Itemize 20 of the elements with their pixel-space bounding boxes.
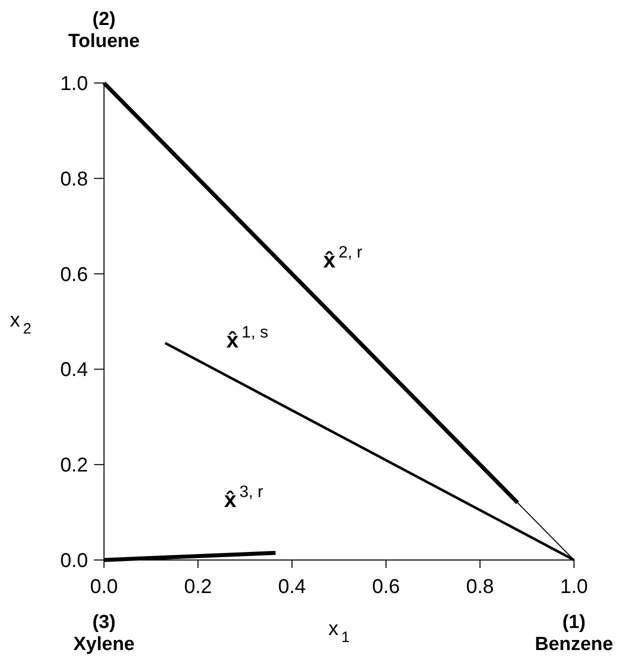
series-label: x̂$^{3, r}$ — [224, 482, 264, 512]
y-tick-label: 0.0 — [60, 550, 88, 572]
text: (2) Toluene — [68, 9, 140, 52]
y-tick-label: 0.4 — [60, 359, 88, 382]
y-axis-title: x$_{2}$ — [10, 310, 32, 338]
series-label: x̂$^{1, s}$ — [226, 323, 268, 353]
text: (1) Benzene — [534, 612, 614, 655]
y-tick-label: 0.8 — [60, 168, 88, 190]
text: (3) Xylene — [73, 612, 135, 655]
x-tick-label: 1.0 — [560, 576, 588, 598]
series-label: x̂$^{2, r}$ — [323, 243, 363, 272]
y-tick-label: 0.2 — [60, 454, 88, 477]
x-axis-title: x$_{1}$ — [328, 618, 350, 646]
x-tick-label: 0.8 — [466, 576, 494, 598]
y-tick-label: 1.0 — [60, 73, 88, 95]
x-tick-label: 0.2 — [184, 576, 212, 598]
x-tick-label: 0.4 — [278, 576, 306, 598]
y-tick-label: 0.6 — [60, 264, 88, 286]
x-tick-label: 0.6 — [372, 576, 400, 598]
x-tick-label: 0.0 — [90, 576, 118, 598]
